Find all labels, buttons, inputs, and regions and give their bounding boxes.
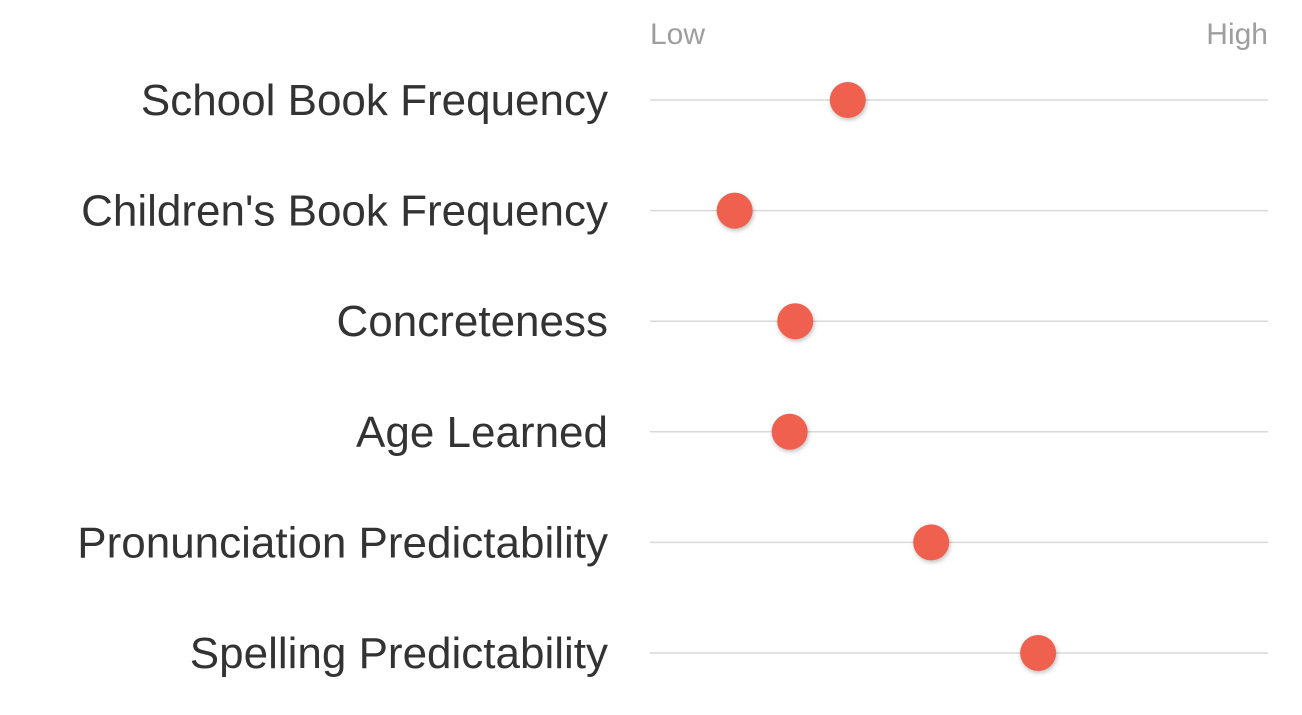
data-point-dot (771, 413, 808, 450)
row-label: School Book Frequency (141, 76, 608, 125)
scale-high-label: High (1206, 18, 1268, 51)
data-point-dot (829, 82, 866, 118)
data-point-dot (777, 303, 814, 340)
chart-row: Age Learned (356, 408, 1268, 457)
chart-rows: School Book Frequency Children's Book Fre… (77, 76, 1268, 678)
chart-row: Pronunciation Predictability (77, 518, 1268, 567)
data-point-dot (1020, 635, 1057, 671)
row-label: Concreteness (337, 297, 608, 346)
chart-row: Concreteness (337, 297, 1268, 346)
row-label: Children's Book Frequency (81, 187, 608, 236)
row-label: Age Learned (356, 408, 608, 457)
row-label: Spelling Predictability (190, 629, 608, 678)
data-point-dot (716, 192, 753, 229)
chart-row: School Book Frequency (141, 76, 1268, 125)
chart-row: Children's Book Frequency (81, 187, 1268, 236)
scale-low-label: Low (650, 18, 705, 51)
data-point-dot (913, 524, 950, 561)
row-label: Pronunciation Predictability (77, 518, 608, 567)
chart-row: Spelling Predictability (190, 629, 1268, 678)
